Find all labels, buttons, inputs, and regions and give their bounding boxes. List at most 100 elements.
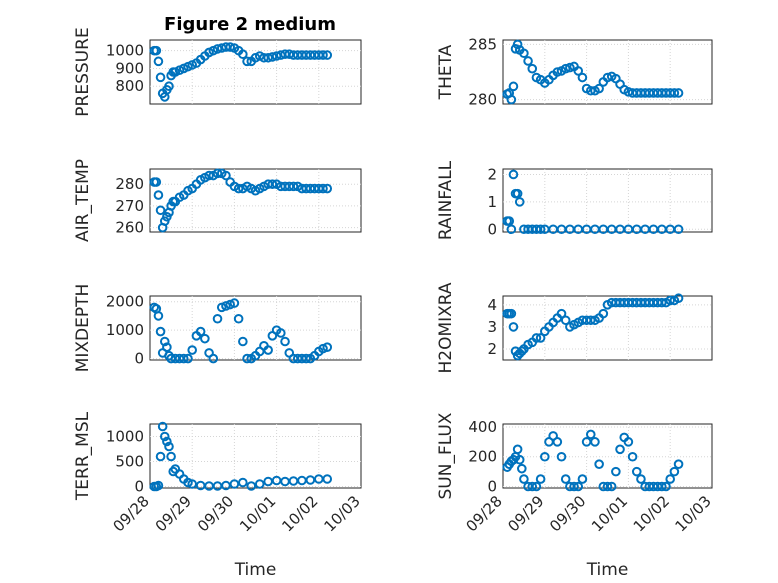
x-tick-label: 10/03 <box>321 492 364 535</box>
x-tick-label: 10/02 <box>630 492 673 535</box>
x-tick-label: 10/01 <box>588 492 631 535</box>
x-tick-label: 10/03 <box>672 492 715 535</box>
data-point <box>512 39 523 50</box>
data-point <box>221 170 231 181</box>
y-tick-label: 1000 <box>106 42 144 60</box>
data-point <box>585 429 596 440</box>
x-tick-label: 09/28 <box>110 492 153 535</box>
y-tick-label: 3 <box>487 318 497 336</box>
x-tick-label: 10/01 <box>236 492 279 535</box>
data-point <box>556 308 567 319</box>
x-tick-label: 10/02 <box>278 492 321 535</box>
data-point <box>153 56 164 67</box>
data-point <box>594 459 604 469</box>
data-point <box>540 451 550 462</box>
data-point <box>183 353 193 364</box>
data-point <box>164 81 174 92</box>
data-point <box>162 342 172 353</box>
data-point <box>606 481 617 492</box>
data-point <box>602 481 613 492</box>
y-tick-label: 0 <box>487 220 497 238</box>
data-point <box>519 474 529 484</box>
data-point <box>556 451 567 462</box>
data-point <box>577 474 588 484</box>
axes-6: 05001000TERR_MSL09/2809/2909/3010/0110/0… <box>73 411 364 580</box>
data-point <box>552 437 563 447</box>
data-point <box>246 481 257 491</box>
axes-5: 2 3 4 H2OMIXRA <box>436 282 713 374</box>
data-point <box>517 463 527 474</box>
data-point <box>517 346 527 356</box>
data-point <box>267 52 278 62</box>
y-tick-label: 400 <box>468 418 497 436</box>
y-tick-label: 900 <box>115 59 144 77</box>
y-tick-label: 500 <box>115 453 144 471</box>
y-axis-label: PRESSURE <box>73 27 93 116</box>
data-point <box>212 313 223 324</box>
data-point <box>573 66 584 76</box>
data-point <box>208 353 219 364</box>
data-point <box>159 336 170 347</box>
data-point <box>527 63 538 74</box>
data-point <box>204 170 214 181</box>
data-point <box>535 333 546 343</box>
data-point <box>280 336 290 347</box>
x-axis-label: Time <box>234 560 277 580</box>
data-point <box>187 479 197 489</box>
data-point <box>560 315 571 326</box>
data-point <box>508 81 519 92</box>
y-axis-label: RAINFALL <box>436 160 456 240</box>
data-point <box>178 353 189 364</box>
data-point <box>577 72 588 83</box>
data-point <box>225 42 235 52</box>
data-point <box>506 224 517 235</box>
data-point <box>508 322 519 332</box>
data-point <box>514 454 525 465</box>
data-point <box>187 345 197 355</box>
data-point <box>565 62 575 73</box>
data-point <box>221 301 231 311</box>
data-point <box>322 50 333 60</box>
y-axis-label: SUN_FLUX <box>436 412 456 499</box>
y-tick-label: 0 <box>134 478 144 496</box>
data-point <box>233 313 244 324</box>
data-point <box>531 333 542 343</box>
data-point <box>229 479 240 489</box>
plot-frame <box>502 423 713 489</box>
x-tick-label: 09/30 <box>194 492 237 535</box>
x-tick-label: 09/29 <box>152 492 195 535</box>
plot-frame <box>502 295 713 361</box>
y-tick-label: 0 <box>134 350 144 368</box>
data-point <box>598 308 609 319</box>
data-point <box>504 216 515 226</box>
data-point <box>519 48 529 59</box>
data-point <box>615 444 625 455</box>
y-axis-label: MIXDEPTH <box>73 284 93 373</box>
data-point <box>159 431 170 442</box>
data-point <box>200 333 210 344</box>
data-point <box>212 168 223 179</box>
data-point <box>318 50 328 60</box>
data-point <box>242 353 252 364</box>
y-tick-label: 2 <box>487 340 497 358</box>
data-point <box>157 421 168 432</box>
data-point <box>216 302 227 313</box>
x-tick-label: 09/29 <box>504 492 547 535</box>
data-point <box>318 183 328 194</box>
data-point <box>267 179 278 190</box>
data-point <box>512 188 523 199</box>
data-point <box>155 205 166 216</box>
y-tick-label: 280 <box>115 175 144 193</box>
data-point <box>151 45 162 56</box>
data-point <box>673 224 684 235</box>
data-point <box>225 299 235 310</box>
data-point <box>585 85 596 96</box>
y-tick-label: 800 <box>115 77 144 95</box>
data-point <box>183 477 193 488</box>
data-point <box>238 477 248 488</box>
data-point <box>623 437 634 447</box>
figure-title: Figure 2 medium <box>164 14 336 35</box>
y-tick-label: 2 <box>487 165 497 183</box>
data-point <box>276 328 286 338</box>
